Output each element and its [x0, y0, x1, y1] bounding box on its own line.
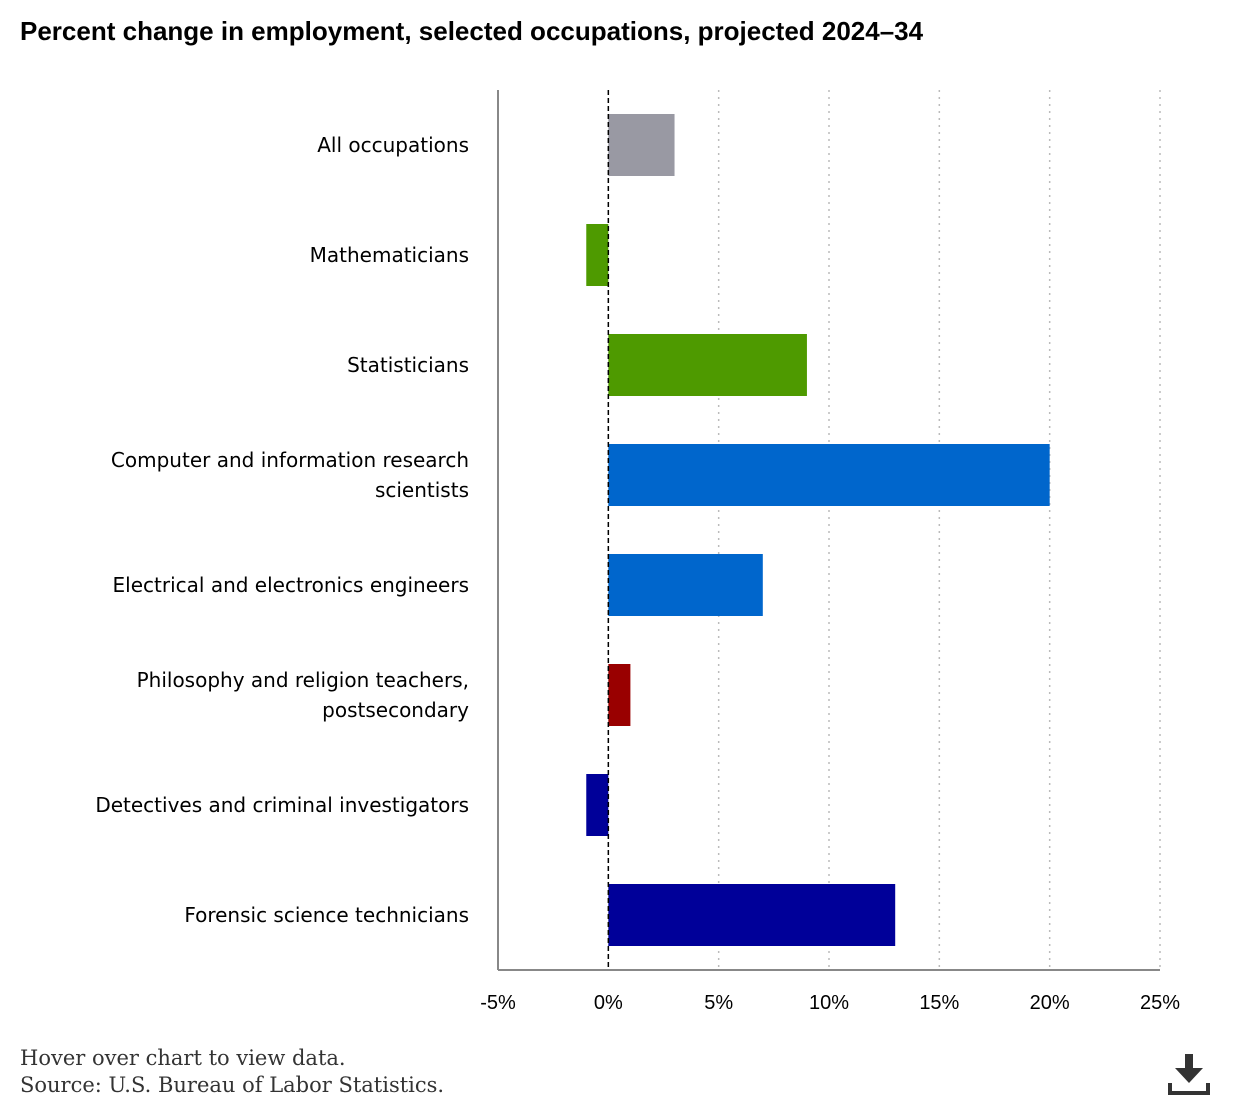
category-label-line: Detectives and criminal investigators	[95, 793, 469, 817]
tick-label: -5%	[480, 992, 516, 1014]
category-label-line: Computer and information research	[111, 448, 469, 472]
category-label-line: All occupations	[317, 133, 469, 157]
chart-title: Percent change in employment, selected o…	[20, 16, 924, 46]
category-label-line: postsecondary	[322, 698, 469, 722]
category-label-line: Mathematicians	[310, 243, 469, 267]
axes	[497, 90, 1160, 971]
bar	[608, 664, 631, 726]
download-button[interactable]	[1164, 1050, 1214, 1100]
tick-label: 5%	[704, 992, 733, 1014]
hover-note: Hover over chart to view data.	[20, 1046, 346, 1070]
category-label-line: scientists	[375, 478, 469, 502]
bar	[608, 444, 1050, 506]
tick-label: 0%	[594, 992, 623, 1014]
bar	[586, 224, 609, 286]
gridlines	[717, 90, 1161, 970]
tick-label: 10%	[809, 992, 849, 1014]
bar	[586, 774, 609, 836]
bar	[608, 334, 807, 396]
tick-label: 25%	[1140, 992, 1180, 1014]
bars	[586, 114, 1050, 946]
bar	[608, 554, 763, 616]
category-labels: All occupations Mathematicians Statisticia…	[95, 133, 469, 927]
category-label-line: Philosophy and religion teachers,	[137, 668, 469, 692]
category-label-line: Electrical and electronics engineers	[113, 573, 469, 597]
tick-label: 15%	[919, 992, 959, 1014]
category-label: Forensic science technicians	[184, 903, 469, 927]
download-icon	[1168, 1054, 1210, 1095]
category-label: Philosophy and religion teachers, postsec…	[137, 668, 470, 722]
category-label: Statisticians	[347, 353, 469, 377]
category-label-line: Forensic science technicians	[184, 903, 469, 927]
tick-labels: -5% 0% 5% 10% 15% 20% 25%	[480, 992, 1180, 1014]
bar-chart[interactable]: All occupations Mathematicians Statisticia…	[0, 0, 1240, 1030]
source-note: Source: U.S. Bureau of Labor Statistics.	[20, 1073, 445, 1097]
tick-label: 20%	[1030, 992, 1070, 1014]
category-label: Detectives and criminal investigators	[95, 793, 469, 817]
category-label: Computer and information research scienti…	[111, 448, 469, 502]
category-label-line: Statisticians	[347, 353, 469, 377]
bar	[608, 884, 896, 946]
category-label: Electrical and electronics engineers	[113, 573, 469, 597]
bar	[608, 114, 675, 176]
category-label: All occupations	[317, 133, 469, 157]
category-label: Mathematicians	[310, 243, 469, 267]
